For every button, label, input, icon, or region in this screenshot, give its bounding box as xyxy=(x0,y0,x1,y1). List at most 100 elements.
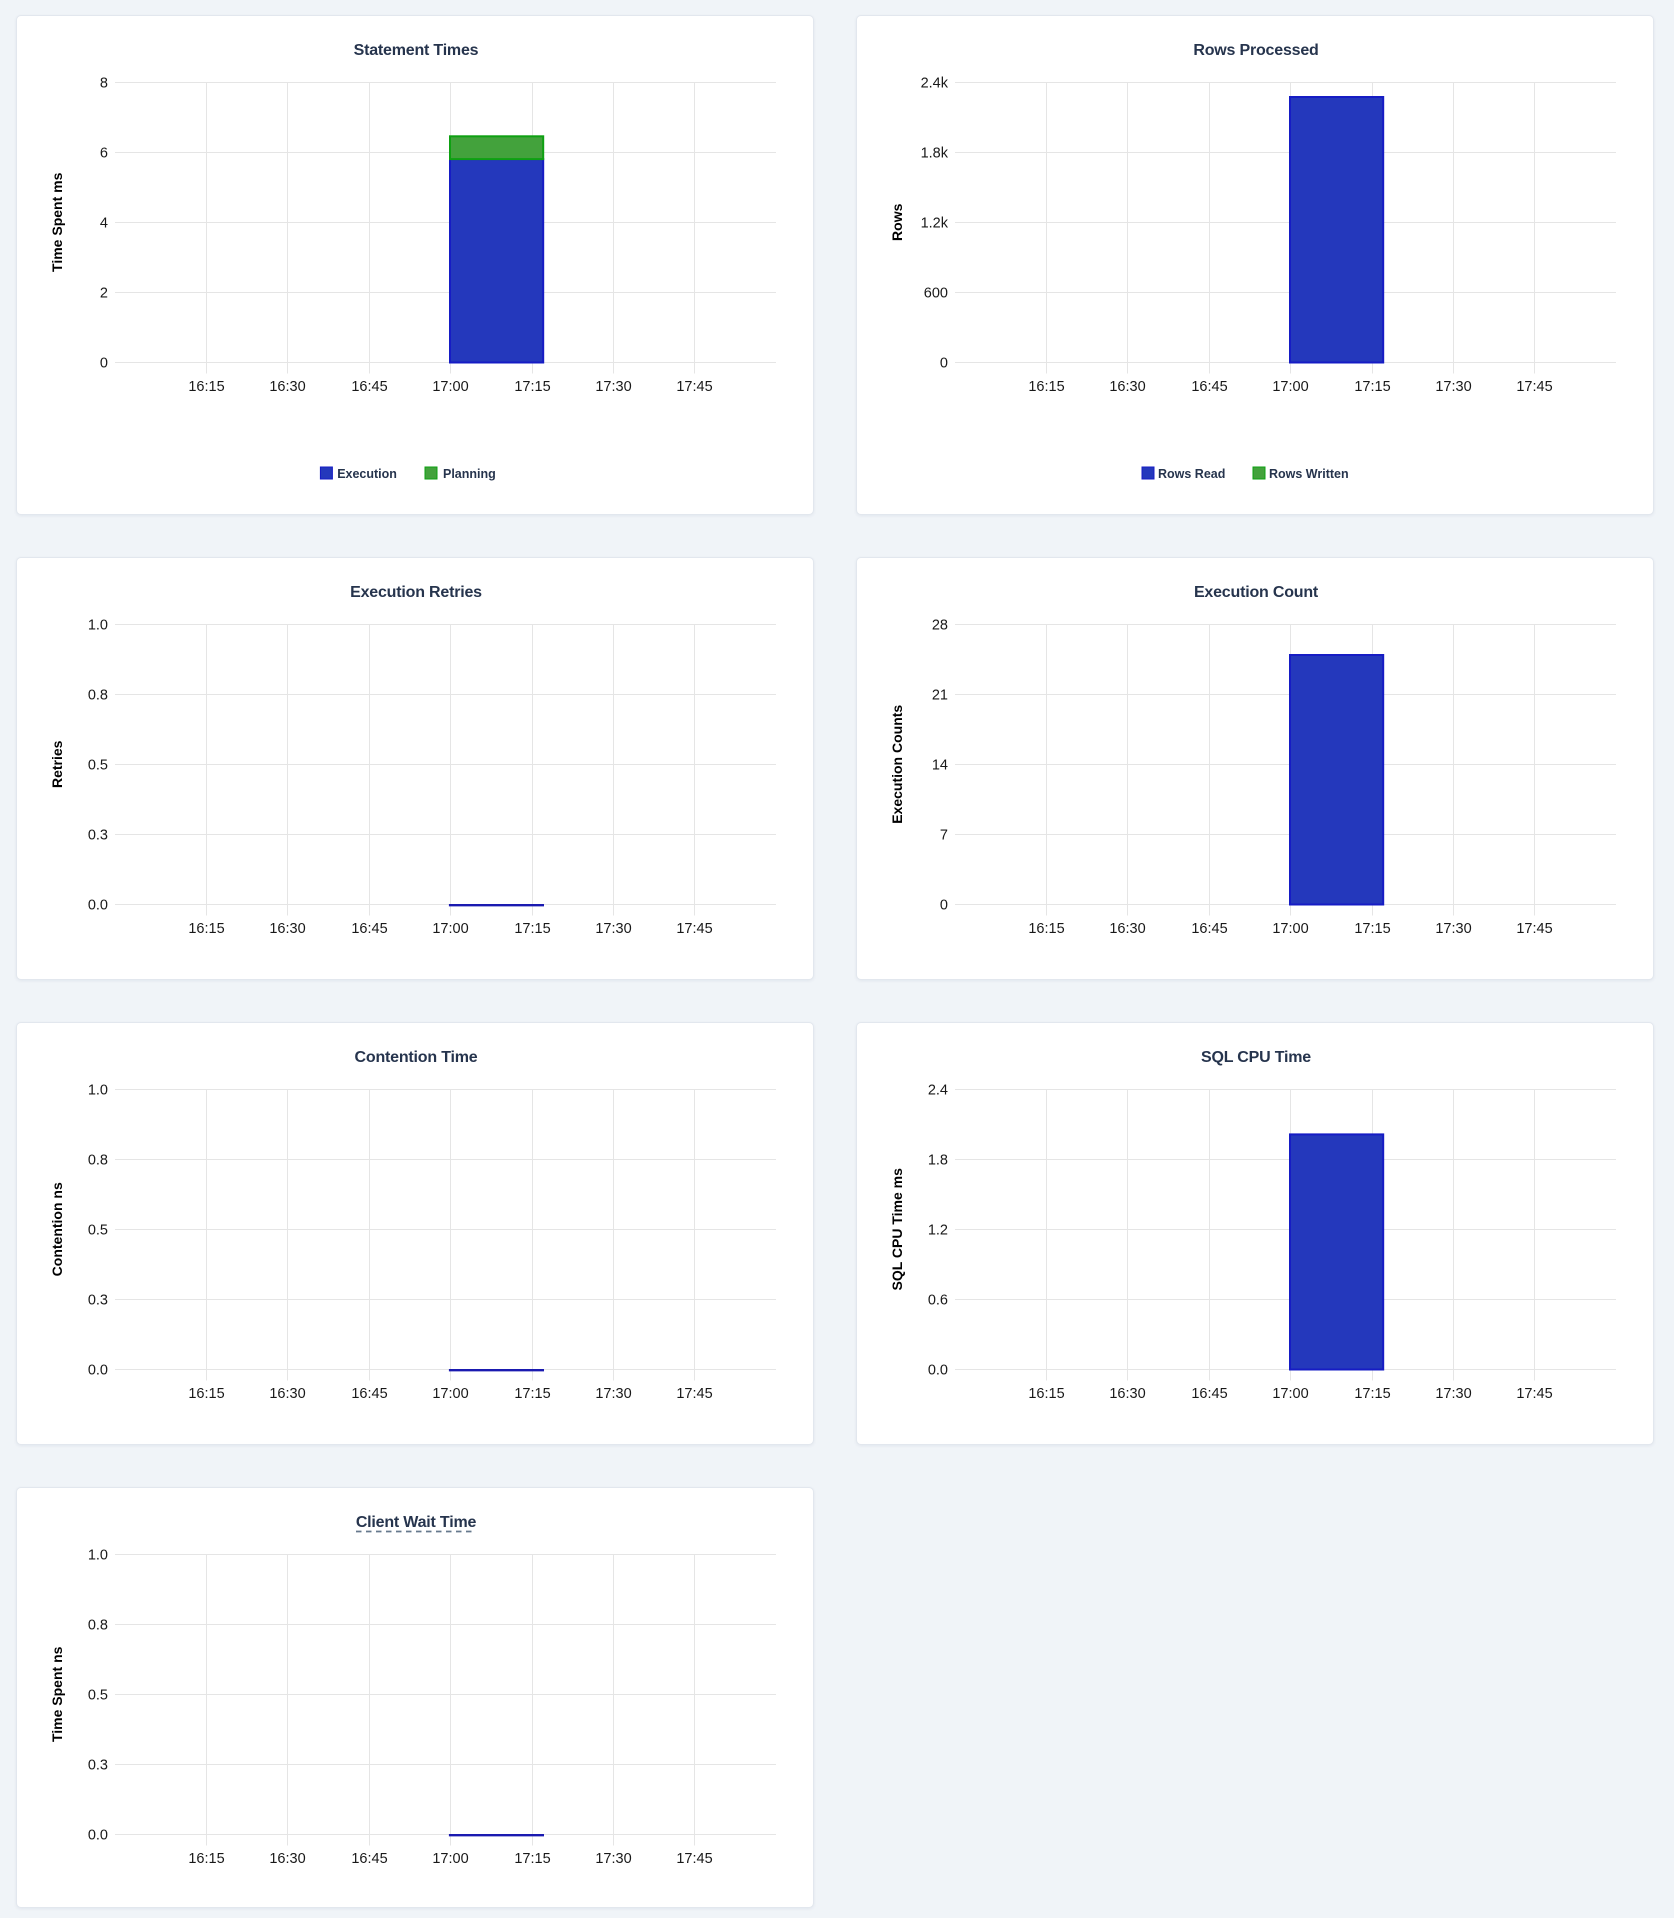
svg-text:16:30: 16:30 xyxy=(1109,1386,1145,1402)
svg-text:Execution Retries: Execution Retries xyxy=(350,584,482,601)
svg-text:Rows: Rows xyxy=(889,203,905,241)
svg-text:2: 2 xyxy=(100,286,108,302)
svg-text:17:30: 17:30 xyxy=(595,921,631,937)
svg-text:17:30: 17:30 xyxy=(595,1851,631,1867)
svg-text:0: 0 xyxy=(100,356,108,372)
svg-text:1.8: 1.8 xyxy=(928,1153,948,1169)
svg-text:16:45: 16:45 xyxy=(1191,921,1227,937)
svg-text:16:45: 16:45 xyxy=(351,1851,387,1867)
svg-text:0.8: 0.8 xyxy=(88,1618,108,1634)
svg-text:16:15: 16:15 xyxy=(188,1851,224,1867)
svg-text:17:45: 17:45 xyxy=(676,1851,712,1867)
svg-text:17:45: 17:45 xyxy=(676,921,712,937)
svg-text:0.3: 0.3 xyxy=(88,1758,108,1774)
svg-text:0.0: 0.0 xyxy=(88,1363,108,1379)
svg-text:0: 0 xyxy=(940,898,948,914)
svg-text:28: 28 xyxy=(932,618,948,634)
svg-text:2.4k: 2.4k xyxy=(921,76,949,92)
svg-text:17:30: 17:30 xyxy=(595,1386,631,1402)
svg-text:16:15: 16:15 xyxy=(1028,379,1064,395)
svg-text:16:45: 16:45 xyxy=(351,379,387,395)
svg-text:17:15: 17:15 xyxy=(514,1386,550,1402)
svg-text:16:15: 16:15 xyxy=(188,1386,224,1402)
svg-text:17:00: 17:00 xyxy=(1272,1386,1308,1402)
svg-text:0.3: 0.3 xyxy=(88,1293,108,1309)
svg-text:0.0: 0.0 xyxy=(928,1363,948,1379)
svg-text:17:15: 17:15 xyxy=(514,921,550,937)
svg-text:17:00: 17:00 xyxy=(432,379,468,395)
svg-text:17:30: 17:30 xyxy=(1435,921,1471,937)
svg-text:16:30: 16:30 xyxy=(269,921,305,937)
svg-text:6: 6 xyxy=(100,146,108,162)
svg-text:16:15: 16:15 xyxy=(188,379,224,395)
svg-text:0.6: 0.6 xyxy=(928,1293,948,1309)
svg-text:Execution Count: Execution Count xyxy=(1194,584,1319,601)
svg-text:0.5: 0.5 xyxy=(88,758,108,774)
svg-text:SQL CPU Time ms: SQL CPU Time ms xyxy=(889,1168,905,1291)
svg-text:0.8: 0.8 xyxy=(88,688,108,704)
svg-text:16:45: 16:45 xyxy=(1191,379,1227,395)
svg-text:16:45: 16:45 xyxy=(351,921,387,937)
svg-text:16:15: 16:15 xyxy=(188,921,224,937)
svg-text:0: 0 xyxy=(940,356,948,372)
svg-text:16:30: 16:30 xyxy=(1109,379,1145,395)
svg-text:Planning: Planning xyxy=(443,467,496,481)
svg-text:17:15: 17:15 xyxy=(1354,1386,1390,1402)
svg-text:Rows Read: Rows Read xyxy=(1158,467,1225,481)
svg-text:7: 7 xyxy=(940,828,948,844)
svg-text:17:15: 17:15 xyxy=(514,379,550,395)
svg-text:1.0: 1.0 xyxy=(88,1548,108,1564)
svg-text:17:00: 17:00 xyxy=(1272,379,1308,395)
svg-text:Time Spent ns: Time Spent ns xyxy=(49,1646,65,1742)
svg-text:Rows Processed: Rows Processed xyxy=(1193,42,1318,59)
svg-text:1.0: 1.0 xyxy=(88,1083,108,1099)
svg-text:Retries: Retries xyxy=(49,740,65,788)
svg-text:4: 4 xyxy=(100,216,108,232)
svg-text:17:00: 17:00 xyxy=(432,1386,468,1402)
svg-text:17:45: 17:45 xyxy=(676,1386,712,1402)
svg-text:2.4: 2.4 xyxy=(928,1083,948,1099)
svg-text:1.2k: 1.2k xyxy=(921,216,949,232)
svg-text:Contention ns: Contention ns xyxy=(49,1182,65,1276)
svg-text:17:00: 17:00 xyxy=(1272,921,1308,937)
svg-text:1.2: 1.2 xyxy=(928,1223,948,1239)
svg-text:1.0: 1.0 xyxy=(88,618,108,634)
svg-text:17:15: 17:15 xyxy=(1354,379,1390,395)
svg-text:0.0: 0.0 xyxy=(88,1828,108,1844)
svg-text:16:45: 16:45 xyxy=(351,1386,387,1402)
svg-text:600: 600 xyxy=(924,286,948,302)
svg-text:16:30: 16:30 xyxy=(269,379,305,395)
svg-text:0.5: 0.5 xyxy=(88,1223,108,1239)
svg-text:17:00: 17:00 xyxy=(432,921,468,937)
svg-text:17:45: 17:45 xyxy=(1516,1386,1552,1402)
svg-text:0.3: 0.3 xyxy=(88,828,108,844)
svg-text:16:30: 16:30 xyxy=(1109,921,1145,937)
svg-text:17:45: 17:45 xyxy=(676,379,712,395)
svg-text:Contention Time: Contention Time xyxy=(355,1049,478,1066)
svg-text:17:30: 17:30 xyxy=(1435,1386,1471,1402)
svg-text:0.5: 0.5 xyxy=(88,1688,108,1704)
svg-text:17:45: 17:45 xyxy=(1516,379,1552,395)
svg-text:1.8k: 1.8k xyxy=(921,146,949,162)
svg-text:17:00: 17:00 xyxy=(432,1851,468,1867)
svg-text:16:15: 16:15 xyxy=(1028,1386,1064,1402)
svg-text:8: 8 xyxy=(100,76,108,92)
svg-text:17:30: 17:30 xyxy=(1435,379,1471,395)
svg-text:SQL CPU Time: SQL CPU Time xyxy=(1201,1049,1311,1066)
svg-text:17:15: 17:15 xyxy=(514,1851,550,1867)
svg-text:Time Spent ms: Time Spent ms xyxy=(49,172,65,272)
svg-text:17:15: 17:15 xyxy=(1354,921,1390,937)
svg-text:Statement Times: Statement Times xyxy=(354,42,479,59)
svg-text:21: 21 xyxy=(932,688,948,704)
svg-text:Client Wait Time: Client Wait Time xyxy=(356,1514,477,1531)
svg-text:16:45: 16:45 xyxy=(1191,1386,1227,1402)
svg-text:16:15: 16:15 xyxy=(1028,921,1064,937)
svg-text:Rows Written: Rows Written xyxy=(1269,467,1349,481)
svg-text:16:30: 16:30 xyxy=(269,1851,305,1867)
svg-text:17:30: 17:30 xyxy=(595,379,631,395)
svg-text:16:30: 16:30 xyxy=(269,1386,305,1402)
svg-text:0.0: 0.0 xyxy=(88,898,108,914)
svg-text:17:45: 17:45 xyxy=(1516,921,1552,937)
svg-text:Execution: Execution xyxy=(337,467,397,481)
svg-text:0.8: 0.8 xyxy=(88,1153,108,1169)
